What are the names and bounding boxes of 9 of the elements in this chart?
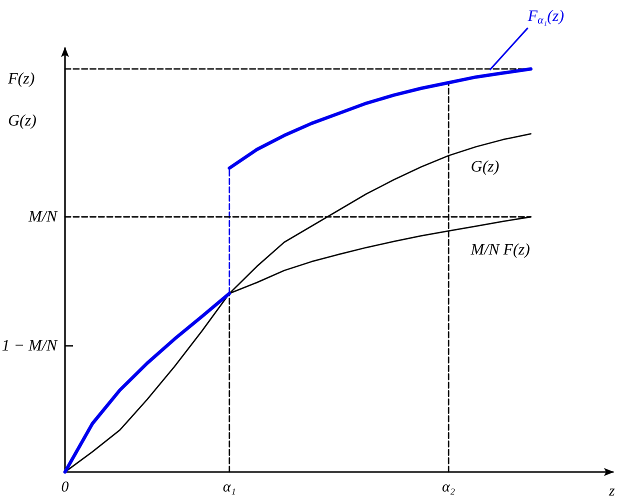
series-label: G(z) xyxy=(470,158,500,176)
text: F(z) G(z) xyxy=(8,70,36,130)
x-tick-label: α₁ xyxy=(222,480,236,496)
x-axis-title: z xyxy=(608,484,615,499)
annotation: M/N xyxy=(28,208,58,226)
x-tick-label: α₂ xyxy=(442,480,456,496)
x-tick-label: 0 xyxy=(61,480,70,496)
series-label: M/N F(z) xyxy=(470,241,530,258)
ref-line-label: 1 − M/N xyxy=(2,337,58,354)
